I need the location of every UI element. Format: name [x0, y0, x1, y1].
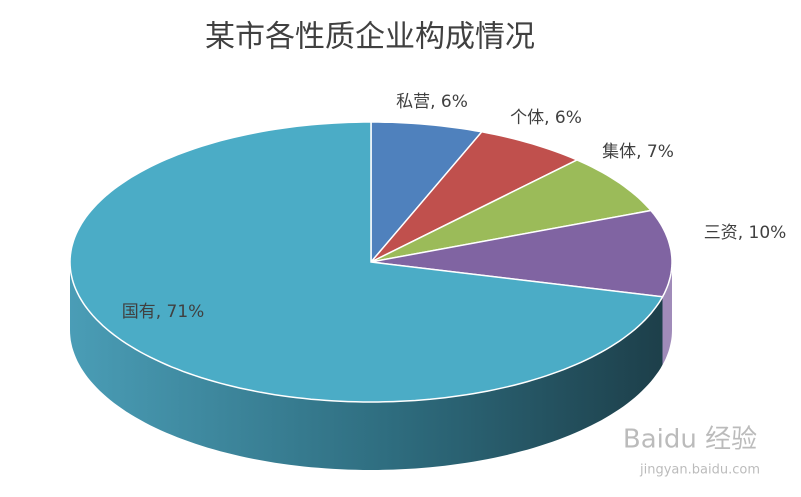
data-label: 私营, 6%: [396, 92, 468, 112]
label-category: 私营: [396, 92, 430, 112]
slice: [370, 159, 653, 263]
label-value: 7%: [647, 142, 674, 162]
slice: [370, 121, 484, 265]
label-value: 6%: [555, 108, 582, 128]
label-category: 三资: [704, 223, 738, 243]
slice-side: [70, 262, 663, 470]
watermark-logo: Baidu 经验: [623, 425, 757, 455]
chart-title: 某市各性质企业构成情况: [205, 20, 535, 55]
slice: [370, 209, 673, 298]
slice: [69, 121, 664, 403]
label-value: 10%: [749, 223, 787, 243]
label-value: 71%: [167, 302, 205, 322]
data-label: 集体, 7%: [602, 142, 674, 162]
data-label: 三资, 10%: [704, 223, 787, 243]
data-label: 个体, 6%: [510, 108, 582, 128]
label-category: 国有: [122, 302, 156, 322]
label-separator: ,: [430, 92, 441, 112]
watermark-url: jingyan.baidu.com: [639, 463, 760, 478]
label-separator: ,: [156, 302, 167, 322]
label-separator: ,: [544, 108, 555, 128]
label-category: 集体: [602, 142, 636, 162]
label-value: 6%: [441, 92, 468, 112]
label-separator: ,: [738, 223, 749, 243]
watermark: Baidu 经验 jingyan.baidu.com: [623, 425, 760, 478]
data-label: 国有, 71%: [122, 302, 205, 322]
slice-side: [662, 262, 672, 365]
label-category: 个体: [510, 108, 544, 128]
pie: 私营, 6%个体, 6%集体, 7%三资, 10%国有, 71%: [69, 92, 787, 470]
label-separator: ,: [636, 142, 647, 162]
slice: [370, 130, 579, 263]
